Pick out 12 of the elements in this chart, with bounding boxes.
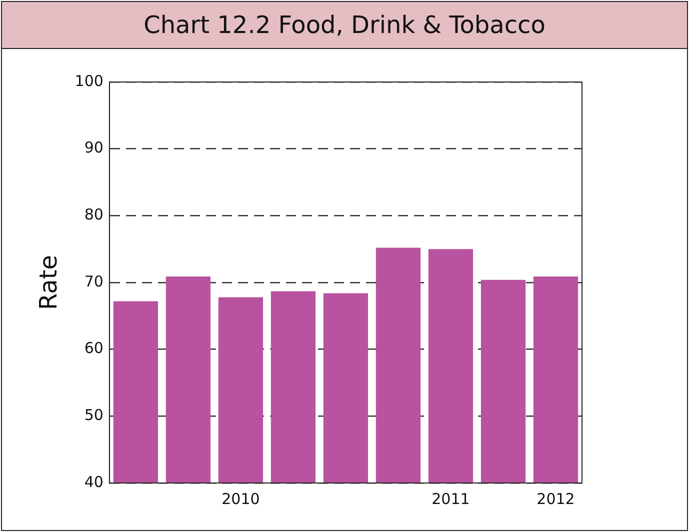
y-axis-title: Rate	[34, 254, 63, 310]
y-tick-label: 100	[74, 72, 104, 90]
y-tick-label: 40	[84, 472, 104, 491]
y-tick-label: 60	[84, 339, 104, 358]
y-tick-label: 70	[84, 272, 104, 290]
y-tick-label: 80	[84, 206, 104, 224]
chart-title: Chart 12.2 Food, Drink & Tobacco	[2, 2, 687, 49]
y-tick-label: 50	[84, 406, 104, 424]
x-tick-label: 2010	[222, 490, 260, 508]
x-tick-label: 2011	[432, 490, 470, 508]
y-tick-label: 90	[84, 138, 104, 157]
x-tick-label: 2012	[536, 490, 575, 508]
